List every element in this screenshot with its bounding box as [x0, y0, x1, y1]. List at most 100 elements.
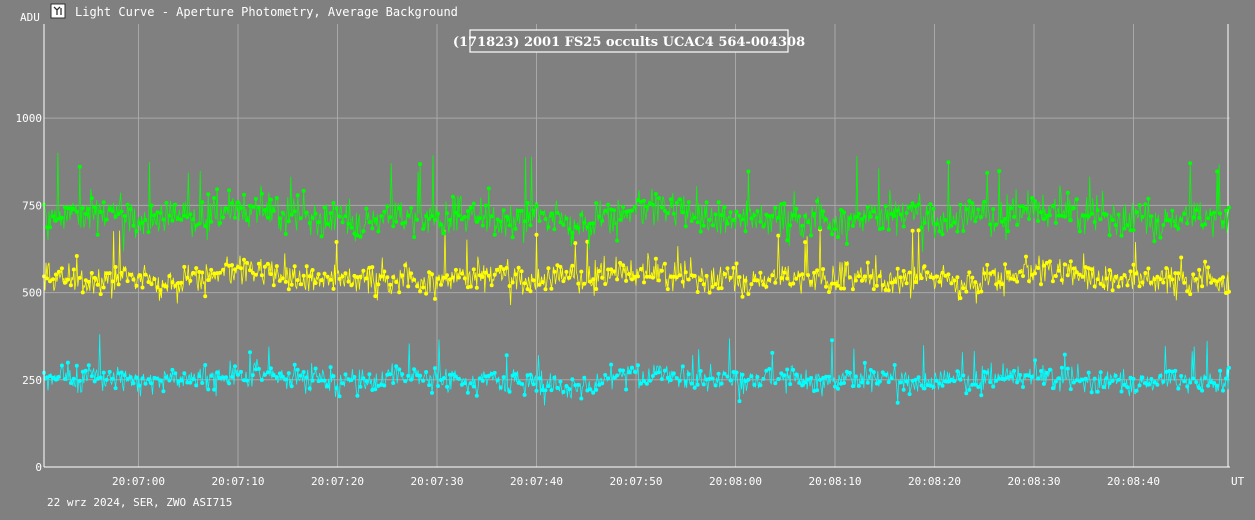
data-point: [1188, 161, 1193, 166]
data-point: [522, 219, 527, 224]
data-point: [1206, 216, 1211, 221]
data-point: [901, 269, 906, 273]
data-point: [653, 192, 658, 196]
data-point: [185, 380, 190, 385]
data-point: [636, 274, 640, 279]
data-point: [749, 282, 754, 287]
data-point: [576, 226, 581, 230]
data-point: [498, 219, 503, 224]
data-point: [740, 217, 745, 222]
data-point: [355, 275, 360, 280]
data-point: [1224, 208, 1228, 213]
data-point: [256, 366, 261, 371]
data-point: [131, 277, 136, 282]
data-point: [221, 267, 226, 272]
data-point: [77, 378, 82, 383]
data-point: [104, 377, 109, 382]
data-point: [1128, 228, 1133, 233]
series-2: [42, 334, 1231, 406]
data-point: [516, 265, 521, 270]
data-point: [176, 379, 181, 384]
data-point: [492, 272, 497, 277]
data-point: [248, 268, 252, 273]
data-point: [818, 225, 823, 230]
data-point: [143, 272, 148, 277]
data-point: [319, 278, 324, 283]
data-point: [743, 229, 748, 234]
data-point: [856, 383, 861, 388]
data-point: [830, 232, 834, 237]
data-point: [349, 378, 354, 383]
series-0: [42, 152, 1231, 252]
data-point: [564, 269, 569, 274]
data-point: [98, 375, 103, 380]
data-point: [245, 260, 249, 265]
data-point: [809, 279, 814, 284]
data-point: [122, 373, 127, 378]
data-point: [555, 263, 560, 268]
data-point: [940, 383, 945, 388]
data-point: [1215, 169, 1220, 174]
data-point: [403, 263, 408, 268]
data-point: [1018, 204, 1023, 209]
data-point: [337, 276, 342, 281]
data-point: [1185, 384, 1190, 389]
data-point: [704, 377, 709, 382]
data-point: [853, 278, 858, 283]
data-point: [722, 371, 727, 376]
data-point: [895, 400, 900, 405]
data-point: [642, 198, 646, 203]
data-point: [704, 200, 709, 205]
data-point: [824, 217, 828, 222]
data-point: [731, 370, 736, 374]
data-point: [758, 383, 763, 388]
data-point: [1227, 365, 1231, 370]
data-point: [259, 191, 264, 196]
data-point: [134, 375, 139, 380]
data-point: [507, 223, 512, 228]
data-point: [1149, 377, 1154, 381]
data-point: [164, 375, 169, 380]
data-point: [1173, 271, 1178, 276]
data-point: [555, 385, 560, 390]
data-point: [1083, 213, 1088, 218]
data-point: [830, 281, 834, 286]
data-point: [907, 392, 912, 397]
data-point: [701, 223, 706, 228]
data-point: [674, 376, 679, 381]
data-point: [997, 280, 1002, 285]
data-point: [1200, 284, 1205, 289]
data-point: [513, 226, 518, 231]
data-point: [883, 288, 888, 292]
data-point: [450, 194, 455, 199]
data-point: [949, 223, 954, 228]
data-point: [477, 273, 482, 278]
data-point: [391, 224, 396, 229]
data-point: [480, 223, 485, 228]
data-point: [92, 275, 97, 280]
app-icon[interactable]: [50, 3, 66, 19]
data-point: [1104, 376, 1109, 381]
data-point: [379, 274, 384, 279]
data-point: [1155, 218, 1160, 223]
data-point: [1030, 272, 1034, 277]
data-point: [716, 200, 721, 205]
data-point: [504, 214, 509, 219]
data-point: [970, 275, 975, 280]
data-point: [546, 384, 551, 389]
data-point: [233, 364, 237, 369]
data-point: [316, 379, 321, 384]
data-point: [713, 383, 718, 388]
data-point: [242, 192, 246, 197]
data-point: [1012, 368, 1017, 373]
data-point: [283, 232, 288, 236]
data-point: [1065, 273, 1070, 278]
data-point: [319, 234, 324, 239]
data-point: [459, 217, 464, 222]
data-point: [859, 278, 864, 283]
data-point: [313, 211, 318, 216]
data-point: [731, 265, 736, 270]
data-point: [639, 267, 643, 271]
data-point: [271, 373, 276, 378]
data-point: [543, 388, 548, 393]
